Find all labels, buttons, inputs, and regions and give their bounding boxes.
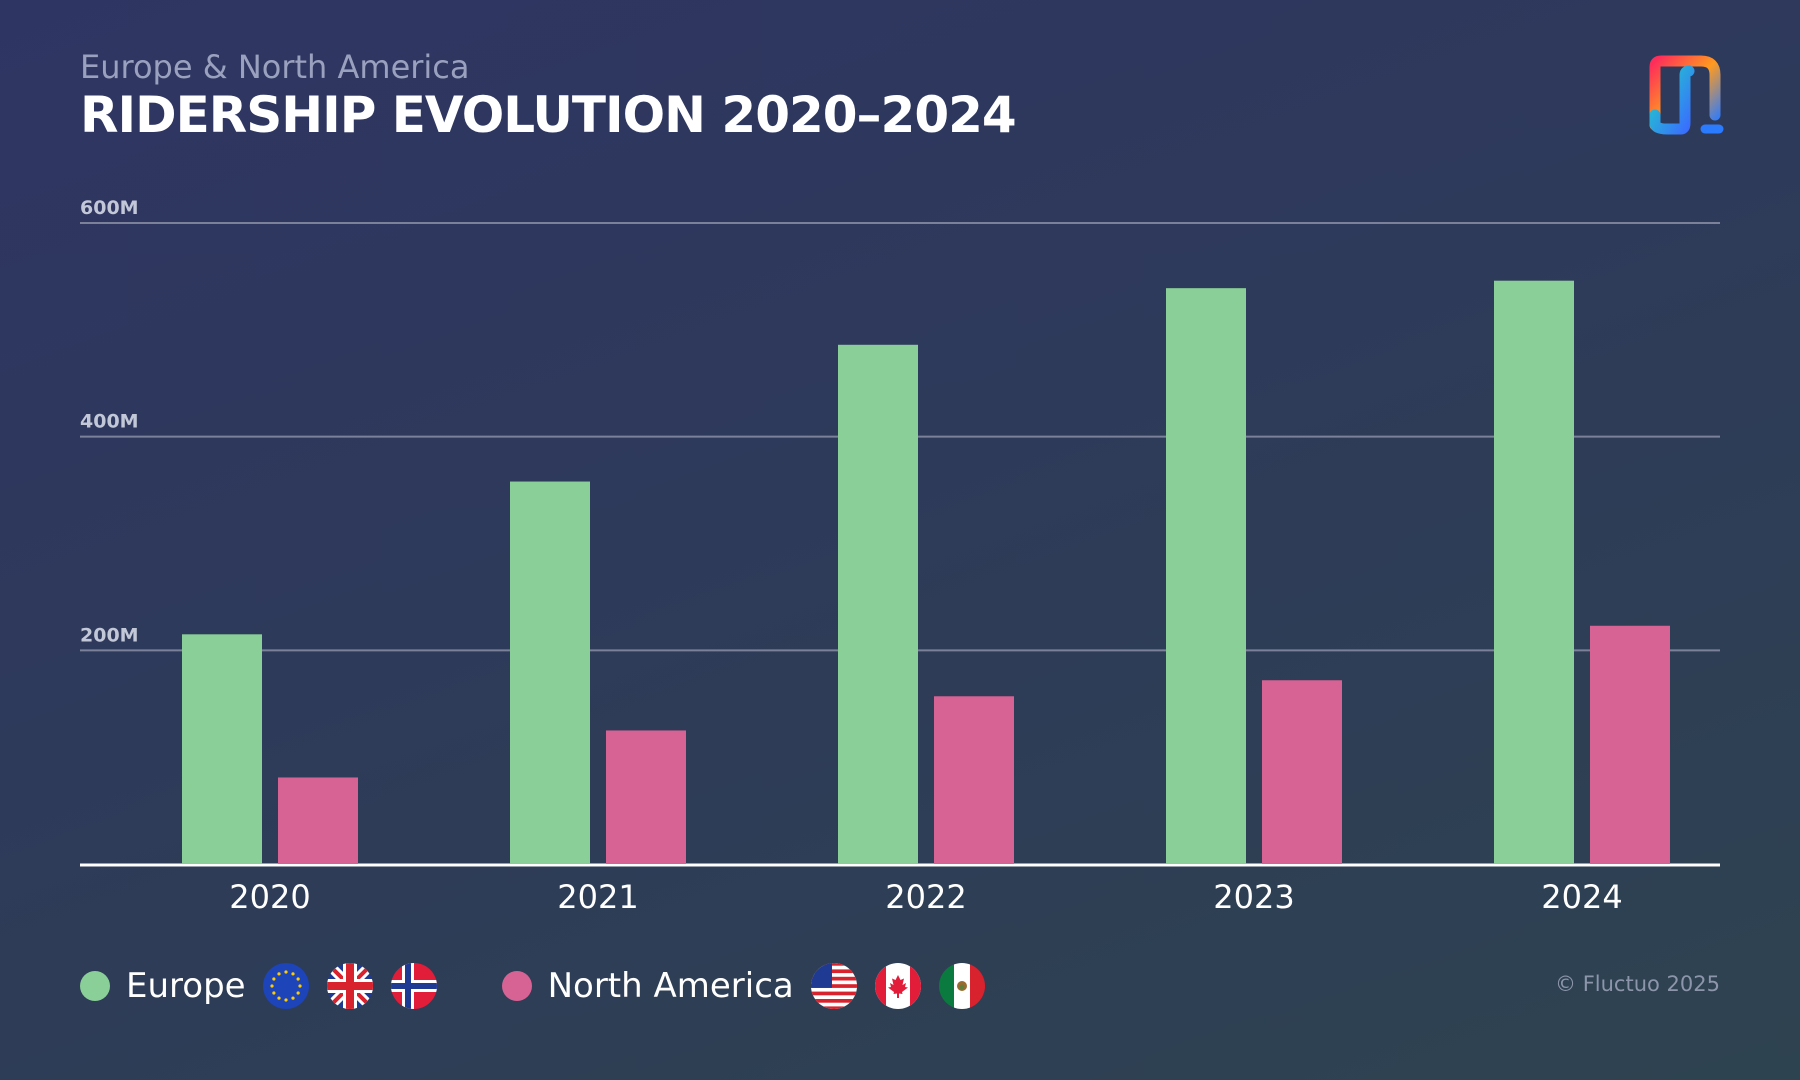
x-tick-label: 2022 [885, 878, 966, 916]
eu-flag-icon [262, 963, 309, 1009]
bar-europe-2022 [838, 344, 918, 864]
fluctuo-logo [1649, 55, 1724, 135]
bar-north-america-2022 [934, 696, 1014, 864]
x-tick-label: 2024 [1541, 878, 1622, 916]
y-tick-label: 400M [80, 411, 139, 433]
x-tick-label: 2020 [229, 878, 310, 916]
europe-legend-dot [80, 971, 110, 1001]
norway-flag-icon [390, 963, 437, 1009]
y-tick-label: 200M [80, 624, 139, 646]
usa-flag-icon [810, 963, 857, 1009]
europe-legend-label: Europe [126, 966, 246, 1006]
y-tick-label: 600M [80, 197, 139, 219]
north-america-legend-dot [501, 971, 532, 1001]
x-tick-label: 2023 [1213, 878, 1294, 916]
north-america-legend-label: North America [547, 966, 794, 1006]
canada-flag-icon [874, 963, 921, 1009]
mexico-flag-icon [938, 963, 985, 1009]
chart-legend: Europe North America [80, 960, 1002, 1012]
bar-europe-2023 [1166, 288, 1246, 864]
uk-flag-icon [326, 963, 373, 1009]
copyright-text: © Fluctuo 2025 [1555, 972, 1720, 996]
bar-north-america-2023 [1262, 680, 1342, 864]
chart-subtitle: Europe & North America [80, 48, 470, 86]
bar-north-america-2020 [278, 777, 358, 864]
bar-europe-2021 [510, 481, 590, 864]
x-tick-label: 2021 [557, 878, 638, 916]
bar-europe-2024 [1494, 280, 1574, 864]
bar-north-america-2024 [1590, 625, 1670, 864]
chart-title: RIDERSHIP EVOLUTION 2020–2024 [80, 86, 1017, 144]
bar-north-america-2021 [606, 730, 686, 864]
bar-europe-2020 [182, 634, 262, 864]
